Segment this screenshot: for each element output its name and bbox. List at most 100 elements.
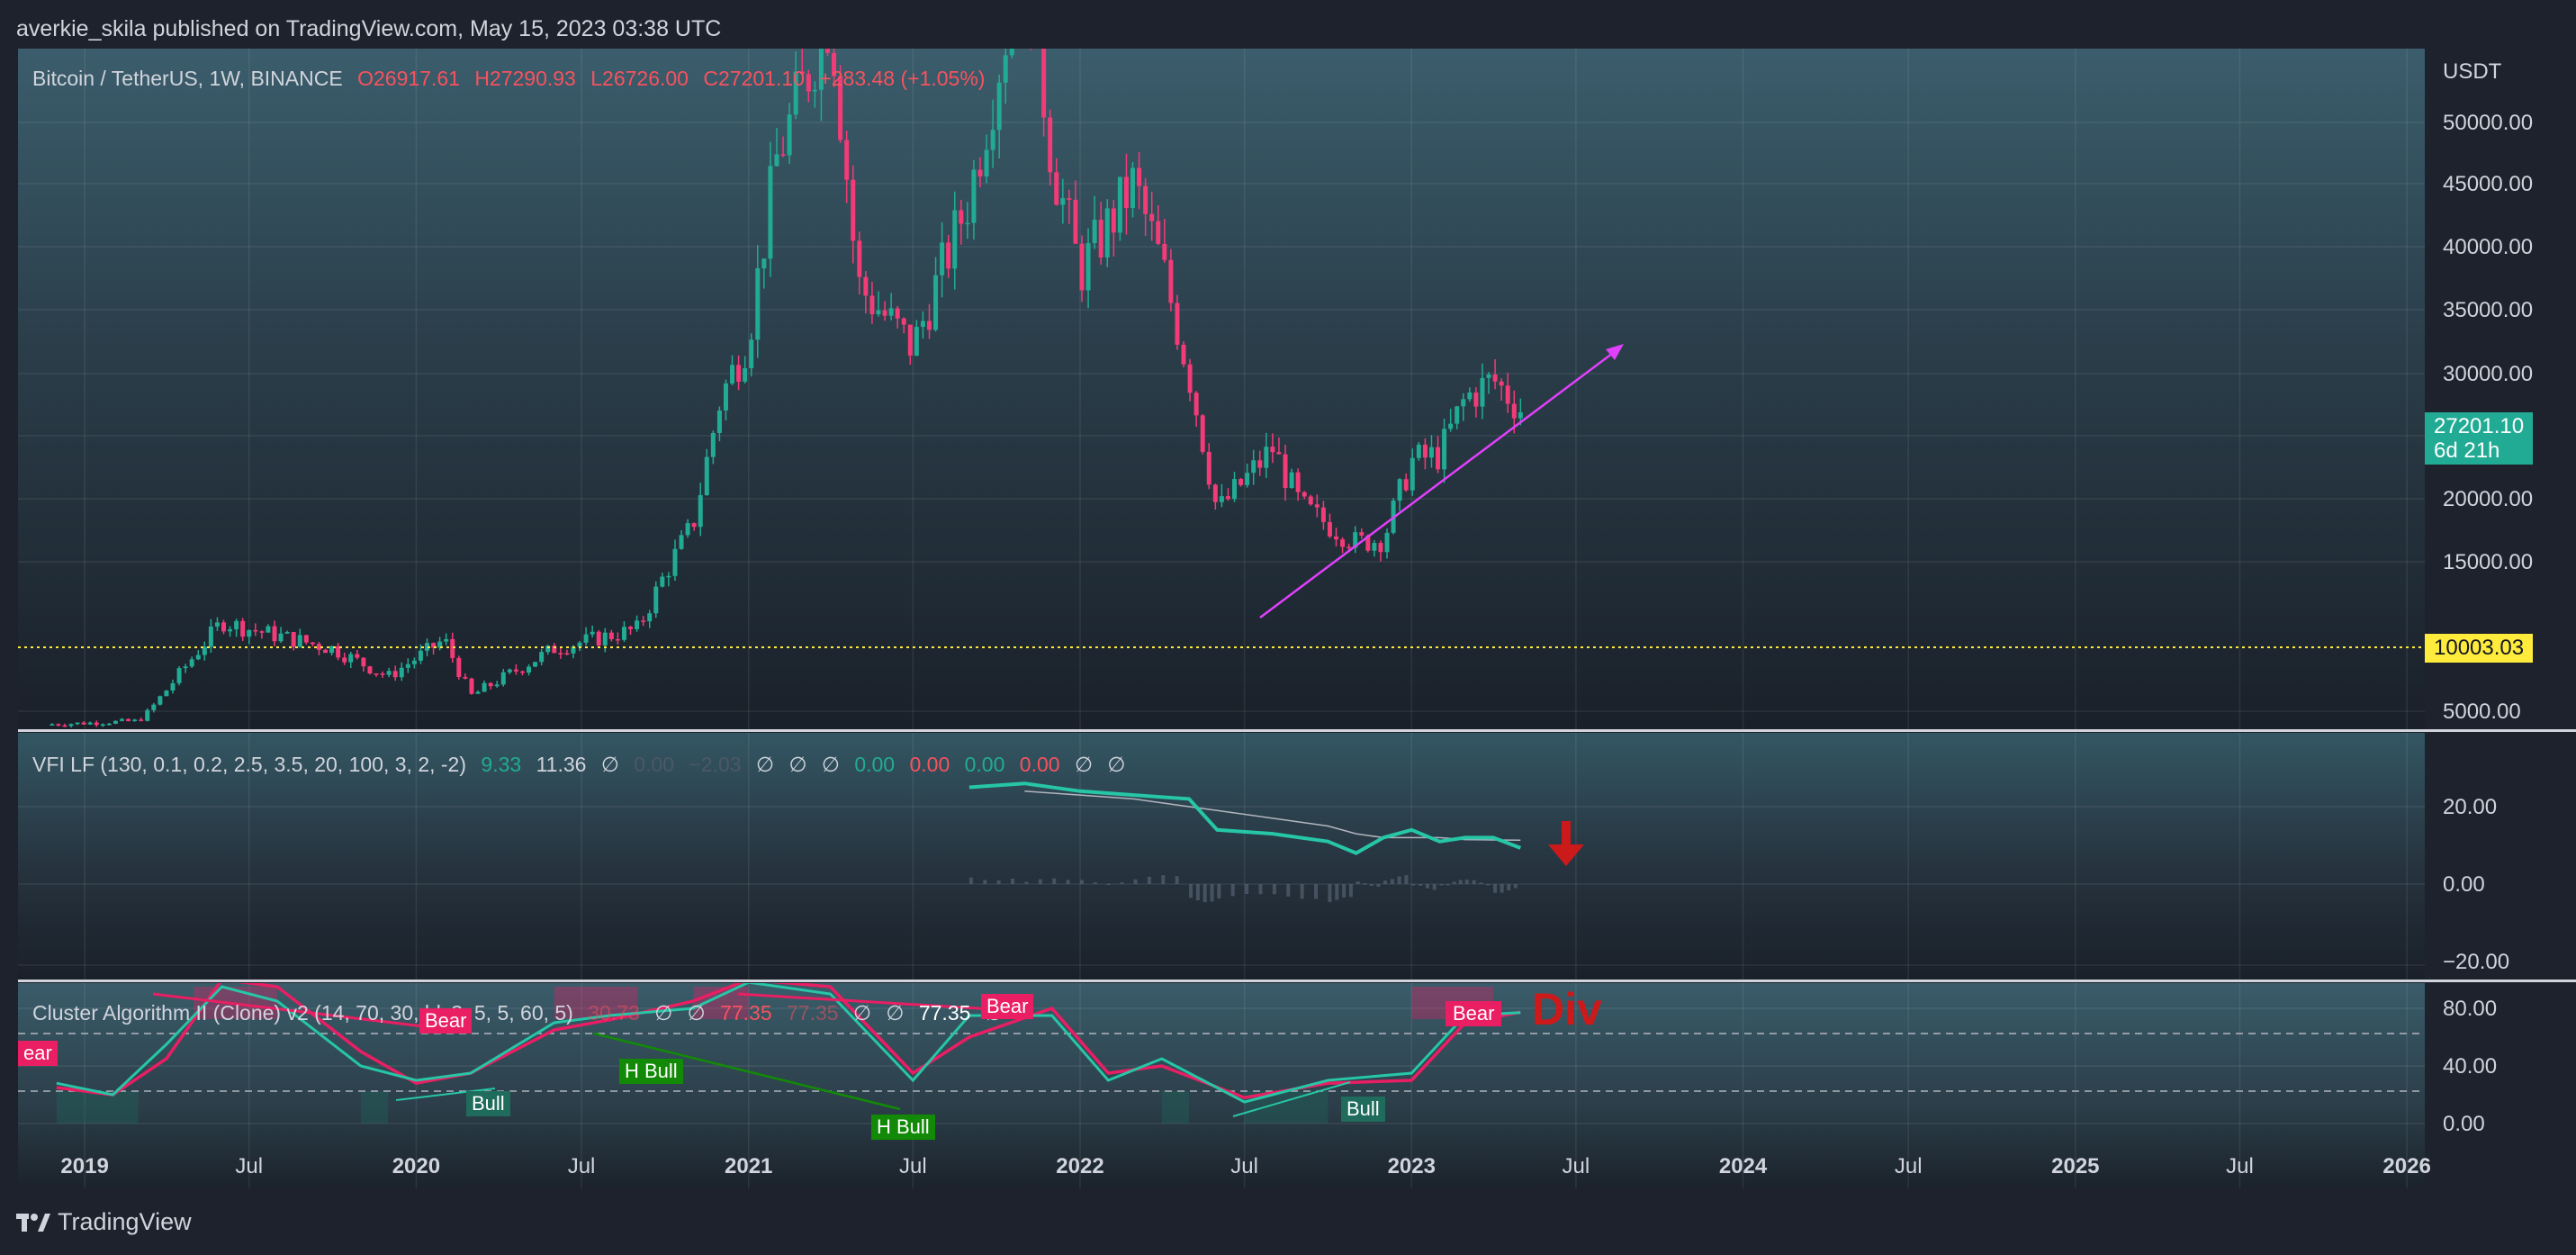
candle[interactable] [469,678,474,694]
candle[interactable] [463,677,468,679]
candle[interactable] [723,383,728,411]
candle[interactable] [1219,496,1224,502]
candle[interactable] [113,720,118,724]
candle[interactable] [1245,473,1250,485]
candle[interactable] [361,657,366,667]
candle[interactable] [691,523,697,528]
candle[interactable] [1143,185,1148,214]
candle[interactable] [1499,381,1504,386]
candle[interactable] [342,657,347,663]
candle[interactable] [50,724,55,726]
candle[interactable] [907,324,913,356]
candle[interactable] [959,210,964,224]
candle[interactable] [1073,199,1078,244]
candle[interactable] [1308,496,1313,505]
candle[interactable] [234,620,239,630]
candle[interactable] [1467,393,1473,400]
candle[interactable] [100,724,105,727]
price-pane[interactable] [18,49,2425,729]
candle[interactable] [1067,198,1072,200]
candle[interactable] [920,321,925,328]
candle[interactable] [170,682,176,691]
candle[interactable] [1060,198,1066,205]
candle[interactable] [1302,492,1307,497]
candle[interactable] [1492,374,1498,382]
candle[interactable] [291,632,296,647]
candle[interactable] [704,456,709,495]
candle[interactable] [145,709,150,721]
candle[interactable] [990,130,995,150]
candle[interactable] [571,646,576,654]
candle[interactable] [743,367,748,382]
candle[interactable] [386,671,392,675]
candle[interactable] [94,722,99,726]
candle[interactable] [1410,457,1415,491]
candle[interactable] [1442,429,1447,470]
candle[interactable] [1347,546,1352,548]
candle[interactable] [253,629,258,632]
candle[interactable] [425,643,430,651]
candle[interactable] [660,576,665,587]
candle[interactable] [392,671,398,678]
price-chart[interactable] [18,49,2425,729]
candle[interactable] [869,295,875,315]
candle[interactable] [297,635,302,647]
candle[interactable] [679,535,684,549]
pane-separator[interactable] [18,980,2576,982]
cluster-fast-line[interactable] [56,983,1521,1104]
candle[interactable] [806,74,811,92]
candle[interactable] [952,210,958,269]
candle[interactable] [158,696,163,705]
candle[interactable] [1003,55,1008,83]
candle[interactable] [240,620,246,637]
price-axis[interactable]: USDT [2425,49,2576,729]
candle[interactable] [1212,484,1218,502]
candle[interactable] [844,140,850,180]
candle[interactable] [1436,447,1441,470]
candle[interactable] [183,666,188,669]
candle[interactable] [411,660,417,664]
candle[interactable] [863,276,869,296]
candle[interactable] [838,76,843,140]
candle[interactable] [56,724,61,726]
candle[interactable] [247,629,252,637]
candle[interactable] [933,275,939,330]
cluster-axis[interactable] [2425,983,2576,1188]
candle[interactable] [1187,364,1193,393]
vfi-line[interactable] [968,781,1522,855]
candle[interactable] [272,626,277,642]
candle[interactable] [444,638,449,642]
candle[interactable] [1422,444,1428,458]
candle[interactable] [602,632,608,646]
candle[interactable] [1384,532,1390,553]
candle[interactable] [1193,393,1199,416]
candle[interactable] [1428,447,1434,458]
candle[interactable] [1518,411,1523,419]
vfi-axis[interactable] [2425,733,2576,980]
candle[interactable] [1225,496,1230,500]
candle[interactable] [780,154,786,156]
candle[interactable] [284,632,290,634]
candle[interactable] [310,642,315,645]
candle[interactable] [996,82,1002,131]
candle[interactable] [1041,49,1047,118]
candle[interactable] [857,240,862,277]
candle[interactable] [316,644,321,650]
candle[interactable] [126,718,131,721]
candle[interactable] [596,631,601,646]
candle[interactable] [176,668,182,683]
candle[interactable] [329,646,335,654]
candle[interactable] [914,327,919,356]
candle[interactable] [1378,543,1383,553]
candle[interactable] [1251,460,1256,474]
candle[interactable] [195,655,201,660]
candle[interactable] [977,169,983,177]
candle[interactable] [1257,460,1263,468]
candle[interactable] [1353,532,1358,548]
candle[interactable] [1085,243,1091,291]
candle[interactable] [164,690,169,697]
candle[interactable] [1283,454,1288,488]
candle[interactable] [635,620,640,629]
candle[interactable] [189,659,194,667]
candle[interactable] [1486,374,1491,378]
